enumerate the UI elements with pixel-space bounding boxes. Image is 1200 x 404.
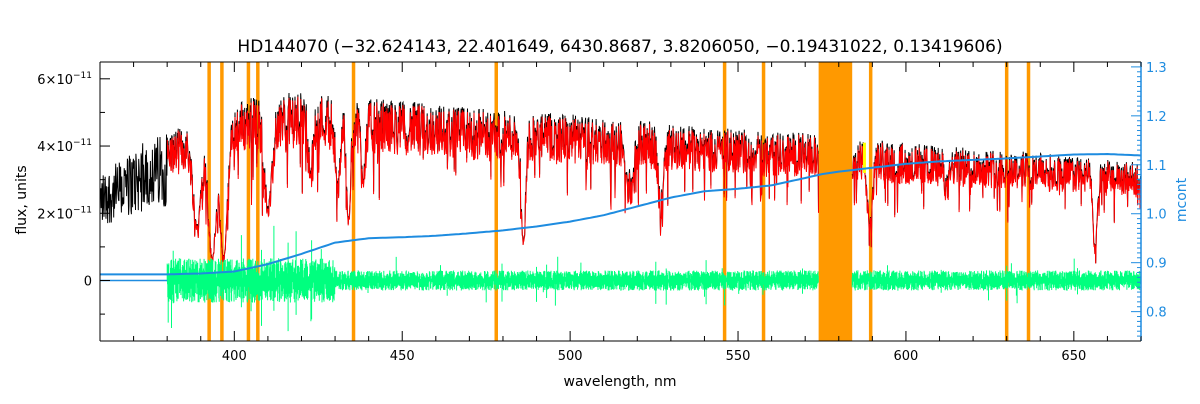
residual-series <box>166 225 1142 332</box>
x-tick-label: 650 <box>1061 349 1086 364</box>
x-tick-label: 400 <box>222 349 247 364</box>
y2-tick-label: 1.1 <box>1146 159 1167 174</box>
x-axis-label: wavelength, nm <box>564 374 677 390</box>
y2-tick-label: 0.9 <box>1146 257 1167 272</box>
y-tick-label: 6×10−11 <box>37 71 92 88</box>
highlight-segment <box>862 142 866 173</box>
y2-tick-label: 0.8 <box>1146 306 1167 321</box>
y2-tick-label: 1.0 <box>1146 208 1167 223</box>
chart-title: HD144070 (−32.624143, 22.401649, 6430.86… <box>237 37 1002 57</box>
y2-tick-label: 1.2 <box>1146 110 1167 125</box>
mask-band-0 <box>818 62 853 341</box>
y-axis-label: flux, units <box>14 165 30 234</box>
right-axis-label: mcont <box>1174 177 1190 222</box>
y-tick-label: 4×10−11 <box>37 138 92 155</box>
y-tick-label: 2×10−11 <box>37 205 92 222</box>
mask-layer <box>207 62 1031 341</box>
x-tick-label: 450 <box>390 349 415 364</box>
x-tick-label: 600 <box>894 349 919 364</box>
x-tick-label: 500 <box>558 349 583 364</box>
mcont-curve <box>100 152 1142 276</box>
y-tick-label: 0 <box>84 274 92 289</box>
axes-layer: 400 450 500 550 600 650 0 2×10−11 4×10−11 6×10−11… <box>37 61 1166 364</box>
data-layer <box>99 92 1142 332</box>
x-tick-label: 550 <box>726 349 751 364</box>
model-spectrum <box>166 96 1142 264</box>
y2-tick-label: 1.3 <box>1146 61 1167 76</box>
